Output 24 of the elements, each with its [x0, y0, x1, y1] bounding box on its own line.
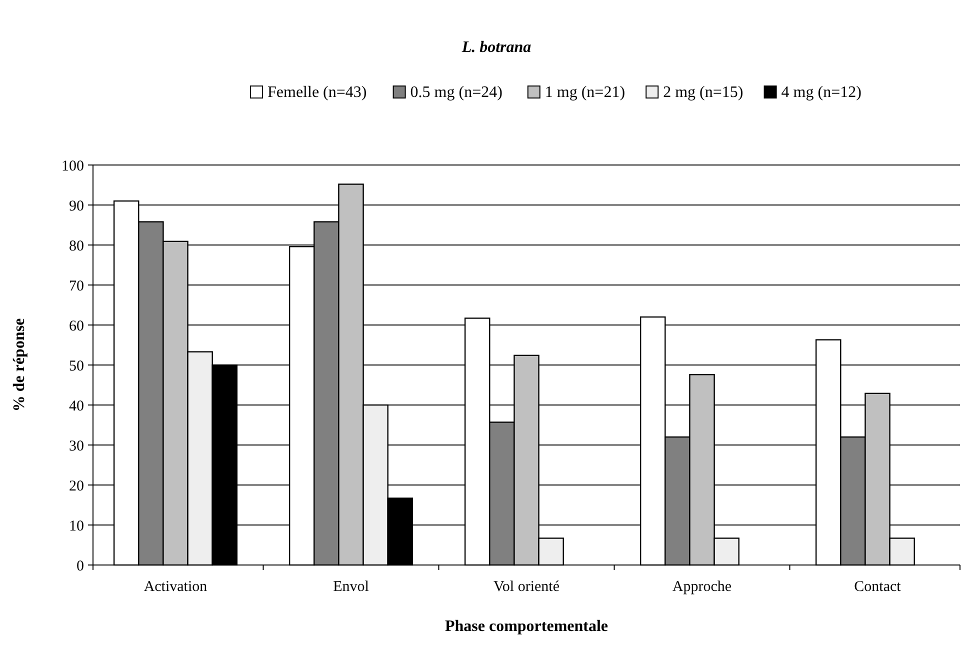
- y-tick-label: 100: [62, 158, 84, 174]
- legend-label: Femelle (n=43): [268, 84, 367, 101]
- x-tick-label: Contact: [854, 579, 902, 595]
- y-tick-label: 40: [69, 398, 84, 414]
- y-tick-label: 10: [69, 518, 84, 534]
- y-tick-label: 90: [69, 198, 84, 214]
- y-tick-label: 20: [69, 478, 84, 494]
- legend-label: 1 mg (n=21): [544, 84, 626, 101]
- legend-label: 4 mg (n=12): [781, 84, 862, 101]
- y-axis-title: % de réponse: [11, 318, 28, 412]
- y-tick-label: 0: [76, 558, 84, 574]
- legend-label: 0.5 mg (n=24): [410, 84, 502, 101]
- y-tick-label: 60: [69, 318, 84, 334]
- chart-title: L. botrana: [460, 39, 532, 56]
- x-tick-label: Activation: [144, 579, 208, 595]
- y-tick-label: 80: [69, 238, 84, 254]
- y-tick-label: 70: [69, 278, 84, 294]
- x-tick-label: Envol: [333, 579, 369, 595]
- x-tick-label: Vol orienté: [494, 579, 560, 595]
- y-tick-label: 30: [69, 438, 84, 454]
- legend-label: 2 mg (n=15): [663, 84, 744, 101]
- y-tick-label: 50: [69, 358, 84, 374]
- x-axis-title: Phase comportementale: [444, 618, 608, 635]
- x-tick-label: Approche: [672, 579, 732, 595]
